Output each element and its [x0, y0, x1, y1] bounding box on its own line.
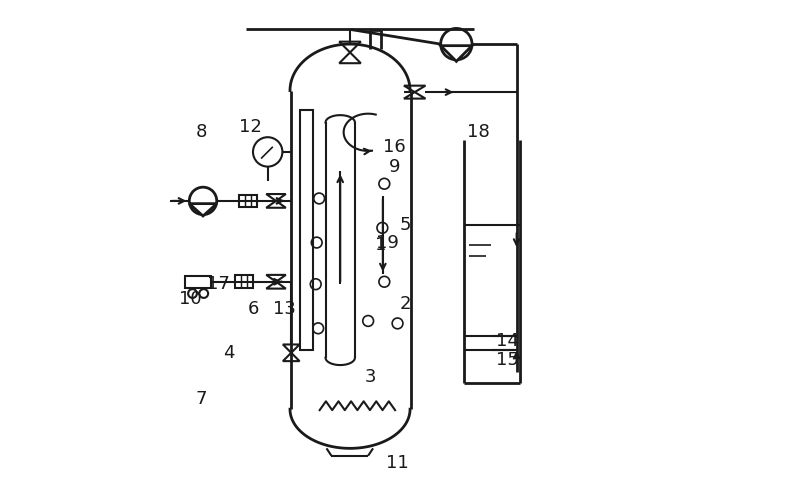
Text: 9: 9 [390, 158, 401, 175]
Text: 18: 18 [467, 123, 490, 141]
Text: 11: 11 [386, 454, 409, 472]
Text: 3: 3 [365, 368, 376, 386]
Text: 12: 12 [239, 119, 262, 136]
Text: 7: 7 [196, 391, 207, 408]
Text: 6: 6 [247, 300, 258, 318]
Bar [239, 195, 257, 207]
Text: 17: 17 [207, 275, 230, 293]
Text: 2: 2 [399, 295, 410, 313]
Circle shape [253, 137, 282, 167]
Polygon shape [266, 201, 286, 208]
Text: 16: 16 [382, 138, 406, 156]
Polygon shape [283, 353, 299, 361]
Polygon shape [339, 42, 361, 52]
Bar [186, 276, 211, 288]
Text: 15: 15 [496, 351, 519, 369]
Polygon shape [266, 282, 286, 289]
Circle shape [441, 28, 472, 60]
Text: 10: 10 [179, 290, 202, 308]
Circle shape [188, 289, 197, 298]
Polygon shape [266, 275, 286, 282]
Text: 14: 14 [496, 332, 519, 349]
Circle shape [199, 289, 208, 298]
Polygon shape [339, 52, 361, 63]
Text: 19: 19 [376, 234, 399, 251]
Polygon shape [441, 46, 472, 61]
Text: 13: 13 [274, 300, 296, 318]
Circle shape [190, 187, 217, 215]
Text: 8: 8 [196, 123, 207, 141]
Polygon shape [404, 92, 426, 98]
Text: 5: 5 [399, 217, 410, 234]
Text: 1: 1 [374, 236, 386, 254]
Bar [299, 110, 313, 350]
Polygon shape [283, 344, 299, 353]
Polygon shape [404, 86, 426, 92]
Polygon shape [190, 204, 217, 216]
Text: 4: 4 [222, 344, 234, 362]
Polygon shape [266, 194, 286, 201]
Bar [235, 275, 253, 288]
